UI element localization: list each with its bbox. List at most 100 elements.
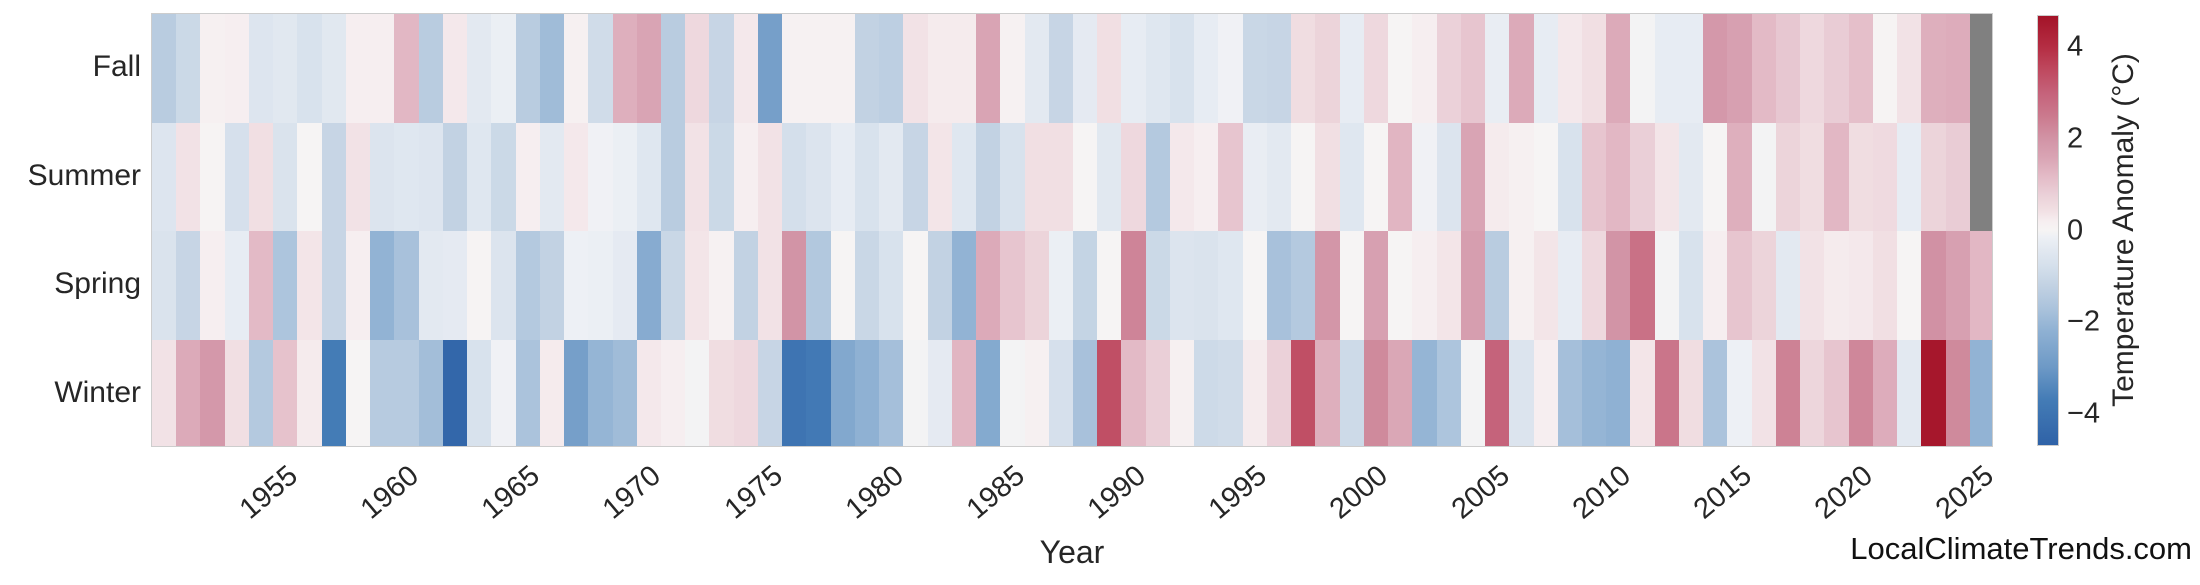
heatmap-cell [1703,231,1729,341]
heatmap-cell [152,122,177,232]
heatmap-cell [1945,122,1971,232]
heatmap-cell [1775,339,1801,446]
heatmap-cell [1848,231,1874,341]
heatmap-cell [224,122,250,232]
x-axis-tick-label: 1955 [233,459,304,526]
heatmap-cell [1654,14,1680,124]
x-axis-tick-label: 2005 [1445,459,1516,526]
heatmap-cell [1121,122,1147,232]
colorbar-gradient [2037,15,2059,446]
heatmap-cell [1897,14,1922,124]
heatmap-cell [1194,231,1220,341]
heatmap-cell [370,122,396,232]
heatmap-cell [1412,231,1438,341]
heatmap-cell [1945,231,1971,341]
heatmap-cell [1460,122,1486,232]
heatmap-cell [1339,231,1365,341]
heatmap-cell [273,231,299,341]
heatmap-cell [1727,339,1753,446]
heatmap-cell [176,339,202,446]
heatmap-cell [442,14,468,124]
heatmap-cell [806,14,832,124]
heatmap-cell [1485,339,1510,446]
heatmap-cell [879,231,905,341]
heatmap-cell [976,231,1001,341]
heatmap-cell [1921,339,1947,446]
heatmap-cell [1436,339,1462,446]
heatmap-cell [1121,14,1147,124]
heatmap-cell [1315,122,1341,232]
heatmap-cell [1800,14,1826,124]
heatmap-cell [660,339,686,446]
heatmap-cell [224,339,250,446]
heatmap-cell [685,122,711,232]
heatmap-cell [564,122,589,232]
heatmap-cell [709,14,735,124]
heatmap-cell [1363,231,1389,341]
heatmap-cell [1485,231,1510,341]
x-axis-tick-label: 2010 [1566,459,1637,526]
heatmap-cell [1800,339,1826,446]
heatmap-cell [1073,231,1098,341]
heatmap-cell [1654,122,1680,232]
heatmap-cell [1921,122,1947,232]
heatmap-cell [1145,122,1171,232]
heatmap-cell [1242,122,1268,232]
heatmap-cell [200,339,226,446]
heatmap-cell [1509,14,1535,124]
heatmap-cell [588,339,614,446]
heatmap-cell [1581,339,1607,446]
heatmap-cell [1363,14,1389,124]
heatmap-cell [1897,339,1922,446]
heatmap-cell [176,14,202,124]
heatmap-cell [1848,339,1874,446]
heatmap-cell [1969,14,1992,124]
heatmap-cell [927,122,953,232]
heatmap-cell [951,339,977,446]
heatmap-cell [1388,231,1413,341]
heatmap-cell [564,339,589,446]
heatmap-cell [248,339,274,446]
heatmap-cell [1581,122,1607,232]
heatmap-cell [467,14,492,124]
heatmap-cell [636,14,662,124]
heatmap-cell [782,14,808,124]
heatmap-cell [806,339,832,446]
heatmap-cell [976,339,1001,446]
heatmap-cell [1073,14,1098,124]
heatmap-cell [976,122,1001,232]
heatmap-cell [1509,339,1535,446]
heatmap-cell [903,231,929,341]
heatmap-cell [1048,339,1074,446]
heatmap-cell [491,122,517,232]
heatmap-cell [1751,339,1777,446]
heatmap-cell [176,231,202,341]
heatmap-cell [1969,339,1992,446]
heatmap-cell [1048,122,1074,232]
heatmap-cell [1872,231,1898,341]
colorbar-tick-label: 4 [2067,30,2084,63]
heatmap-cell [418,231,444,341]
heatmap-cell [1751,14,1777,124]
heatmap-cell [1606,339,1632,446]
heatmap-cell [903,339,929,446]
heatmap-cell [1509,122,1535,232]
heatmap-cell [539,122,565,232]
heatmap-cell [1969,231,1992,341]
heatmap-cell [854,231,880,341]
heatmap-cell [1654,339,1680,446]
heatmap-cell [1460,339,1486,446]
heatmap-cell [612,122,638,232]
heatmap-cell [1024,339,1050,446]
row-label-summer: Summer [27,158,141,192]
heatmap-cell [1848,122,1874,232]
heatmap-cell [1703,339,1729,446]
heatmap-cell [1557,122,1583,232]
heatmap-cell [1266,231,1292,341]
heatmap-cell [757,14,783,124]
heatmap-cell [1218,122,1244,232]
heatmap-cell [1630,231,1656,341]
row-label-winter: Winter [54,375,141,409]
heatmap-cell [1751,231,1777,341]
